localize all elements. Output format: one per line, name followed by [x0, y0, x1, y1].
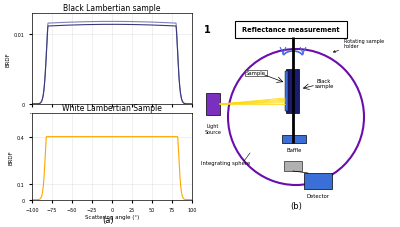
Bar — [282, 135, 306, 143]
Text: Detector: Detector — [306, 193, 330, 198]
Bar — [206, 94, 220, 116]
Text: (a): (a) — [102, 215, 114, 225]
Text: Sample: Sample — [246, 71, 266, 76]
Text: 1: 1 — [204, 25, 210, 35]
Bar — [285, 72, 288, 111]
FancyBboxPatch shape — [235, 22, 347, 39]
Title: White Lambertian Sample: White Lambertian Sample — [62, 104, 162, 113]
Title: Black Lambertian sample: Black Lambertian sample — [63, 4, 161, 13]
Text: Rotating sample
holder: Rotating sample holder — [334, 38, 384, 53]
Bar — [304, 173, 332, 189]
Text: Baffle: Baffle — [286, 147, 302, 152]
Text: Integrating sphere: Integrating sphere — [201, 161, 251, 166]
Text: (b): (b) — [290, 201, 302, 210]
Y-axis label: BRDF: BRDF — [9, 149, 14, 164]
X-axis label: Scattering angle (°): Scattering angle (°) — [85, 214, 139, 219]
Text: Light
Source: Light Source — [204, 123, 222, 134]
Bar — [284, 161, 302, 171]
Bar — [286, 70, 299, 114]
Text: Black
sample: Black sample — [314, 78, 334, 89]
Text: Reflectance measurement: Reflectance measurement — [242, 27, 340, 33]
Y-axis label: BRDF: BRDF — [6, 52, 11, 66]
